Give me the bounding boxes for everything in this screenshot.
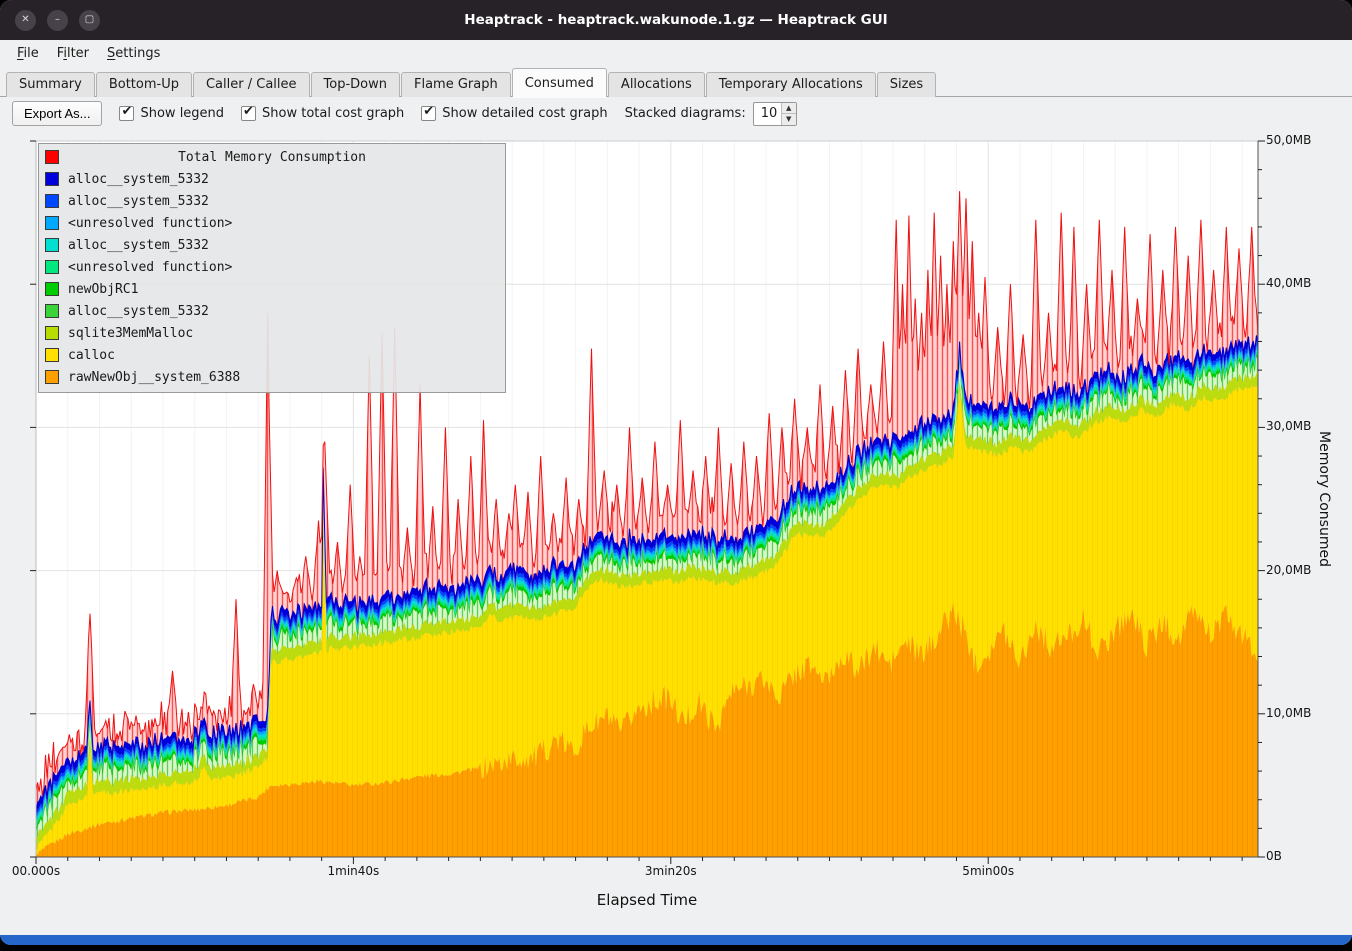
check-icon: ✔ <box>243 104 254 119</box>
menu-item-settings[interactable]: Settings <box>98 42 169 65</box>
legend-label: rawNewObj__system_6388 <box>68 370 240 385</box>
legend-title: Total Memory Consumption <box>39 150 505 165</box>
y-tick-label: 50,0MB <box>1266 133 1311 147</box>
stacked-diagrams-spinbox[interactable]: 10 ▲ ▼ <box>753 102 797 126</box>
check-icon: ✔ <box>423 104 434 119</box>
y-tick-label: 10,0MB <box>1266 706 1311 720</box>
tab-bottom-up[interactable]: Bottom-Up <box>96 72 192 97</box>
y-tick-label: 30,0MB <box>1266 419 1311 433</box>
legend-label: alloc__system_5332 <box>68 194 209 209</box>
legend-item: alloc__system_5332 <box>39 300 505 322</box>
tab-consumed[interactable]: Consumed <box>512 68 607 97</box>
spin-down-button[interactable]: ▼ <box>782 113 796 125</box>
menu-item-file[interactable]: File <box>8 42 48 65</box>
legend-swatch <box>45 282 59 296</box>
tab-top-down[interactable]: Top-Down <box>311 72 400 97</box>
checkbox-show-total-cost-graph[interactable]: ✔ Show total cost graph <box>241 106 404 121</box>
checkbox-box: ✔ <box>421 106 436 121</box>
legend-box: Total Memory Consumption alloc__system_5… <box>38 143 506 393</box>
tab-allocations[interactable]: Allocations <box>608 72 705 97</box>
spin-up-icon: ▲ <box>786 104 791 112</box>
x-axis-title: Elapsed Time <box>36 891 1258 909</box>
legend-label: alloc__system_5332 <box>68 238 209 253</box>
checkbox-label: Show detailed cost graph <box>442 106 607 121</box>
menu-label-part: ile <box>24 46 39 61</box>
check-icon: ✔ <box>121 104 132 119</box>
legend-swatch <box>45 216 59 230</box>
checkbox-label: Show legend <box>140 106 224 121</box>
legend-item: sqlite3MemMalloc <box>39 322 505 344</box>
y-axis-title: Memory Consumed <box>1316 431 1332 567</box>
legend-label: sqlite3MemMalloc <box>68 326 193 341</box>
legend-item: calloc <box>39 344 505 366</box>
legend-item: <unresolved function> <box>39 212 505 234</box>
legend-label: alloc__system_5332 <box>68 304 209 319</box>
legend-item: alloc__system_5332 <box>39 168 505 190</box>
legend-rows: alloc__system_5332 alloc__system_5332 <unr… <box>39 168 505 388</box>
legend-swatch <box>45 370 59 384</box>
checkbox-show-legend[interactable]: ✔ Show legend <box>119 106 224 121</box>
spinbox-value[interactable]: 10 <box>754 103 781 125</box>
spin-up-button[interactable]: ▲ <box>782 103 796 114</box>
toolbar: Export As... ✔ Show legend ✔ Show total … <box>0 97 1352 130</box>
legend-item: <unresolved function> <box>39 256 505 278</box>
legend-label: <unresolved function> <box>68 216 232 231</box>
tab-summary[interactable]: Summary <box>6 72 95 97</box>
close-button[interactable]: ✕ <box>15 10 36 31</box>
legend-label: newObjRC1 <box>68 282 138 297</box>
legend-swatch <box>45 194 59 208</box>
legend-swatch <box>45 348 59 362</box>
legend-label: <unresolved function> <box>68 260 232 275</box>
spin-down-icon: ▼ <box>786 115 791 123</box>
checkbox-label: Show total cost graph <box>262 106 404 121</box>
stacked-diagrams-label: Stacked diagrams: <box>625 106 746 121</box>
tab-caller-callee[interactable]: Caller / Callee <box>193 72 310 97</box>
heaptrack-window: ✕ – ▢ Heaptrack - heaptrack.wakunode.1.g… <box>0 0 1352 945</box>
tab-temporary-allocations[interactable]: Temporary Allocations <box>706 72 876 97</box>
titlebar: ✕ – ▢ Heaptrack - heaptrack.wakunode.1.g… <box>0 0 1352 40</box>
legend-swatch <box>45 260 59 274</box>
bottom-accent-bar <box>0 935 1352 945</box>
legend-item: rawNewObj__system_6388 <box>39 366 505 388</box>
checkbox-box: ✔ <box>241 106 256 121</box>
tab-sizes[interactable]: Sizes <box>877 72 936 97</box>
chart-region: 00.000s1min40s3min20s5min00s0B10,0MB20,0… <box>0 130 1352 945</box>
legend-swatch <box>45 238 59 252</box>
minimize-icon: – <box>55 15 60 25</box>
maximize-button[interactable]: ▢ <box>79 10 100 31</box>
menubar: File Filter Settings <box>0 40 1352 67</box>
legend-title-row: Total Memory Consumption <box>39 146 505 168</box>
legend-label: alloc__system_5332 <box>68 172 209 187</box>
legend-item: alloc__system_5332 <box>39 190 505 212</box>
y-tick-label: 0B <box>1266 849 1282 863</box>
legend-item: newObjRC1 <box>39 278 505 300</box>
window-title: Heaptrack - heaptrack.wakunode.1.gz — He… <box>0 12 1352 28</box>
checkbox-box: ✔ <box>119 106 134 121</box>
close-icon: ✕ <box>21 15 29 25</box>
maximize-icon: ▢ <box>85 15 94 25</box>
export-as-button[interactable]: Export As... <box>12 101 102 126</box>
legend-swatch <box>45 304 59 318</box>
y-tick-label: 20,0MB <box>1266 563 1311 577</box>
menu-label-part: lter <box>67 46 89 61</box>
menu-item-filter[interactable]: Filter <box>48 42 98 65</box>
minimize-button[interactable]: – <box>47 10 68 31</box>
legend-swatch <box>45 172 59 186</box>
checkbox-show-detailed-cost-graph[interactable]: ✔ Show detailed cost graph <box>421 106 607 121</box>
menu-label-part: ettings <box>115 46 160 61</box>
legend-swatch <box>45 326 59 340</box>
y-tick-label: 40,0MB <box>1266 276 1311 290</box>
tabbar: Summary Bottom-Up Caller / Callee Top-Do… <box>0 67 1352 97</box>
legend-label: calloc <box>68 348 115 363</box>
tab-flame-graph[interactable]: Flame Graph <box>401 72 511 97</box>
spinbox-buttons: ▲ ▼ <box>781 103 796 125</box>
legend-item: alloc__system_5332 <box>39 234 505 256</box>
